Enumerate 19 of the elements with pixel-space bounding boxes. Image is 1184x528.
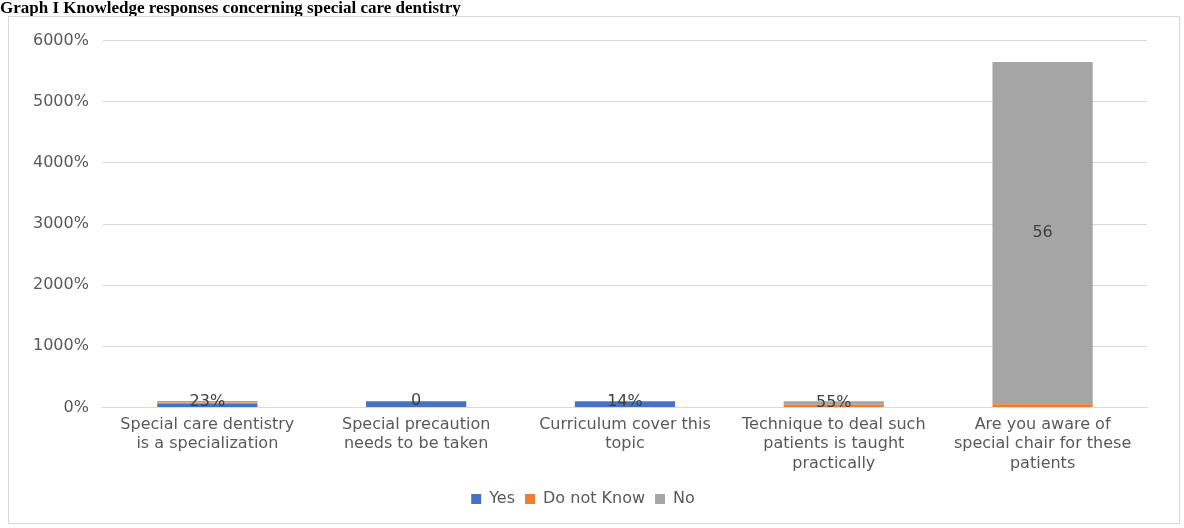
y-tick-label: 2000% (33, 274, 89, 294)
bar (992, 404, 1093, 407)
x-tick-label: Special care dentistry is a specialization (120, 414, 295, 453)
x-tick-label: Technique to deal such patients is taught practically (741, 414, 926, 472)
y-tick-label: 1000% (33, 335, 89, 355)
chart-title: Graph I Knowledge responses concerning special care dentistry (0, 0, 461, 18)
bar (992, 62, 1093, 405)
legend-label: No (673, 488, 695, 508)
data-label: 56 (1032, 222, 1053, 242)
y-tick-label: 6000% (33, 29, 89, 49)
legend-label: Do not Know (543, 488, 646, 508)
x-tick-label: Curriculum cover this topic (539, 414, 711, 453)
y-tick-label: 5000% (33, 90, 89, 110)
y-tick-label: 0% (63, 396, 89, 416)
x-tick-label: Are you aware of special chair for these patients (953, 414, 1132, 472)
y-tick-label: 4000% (33, 152, 89, 172)
legend-label: Yes (488, 488, 516, 508)
x-tick-label: Special precaution needs to be taken (341, 414, 491, 453)
y-tick-label: 3000% (33, 213, 89, 233)
